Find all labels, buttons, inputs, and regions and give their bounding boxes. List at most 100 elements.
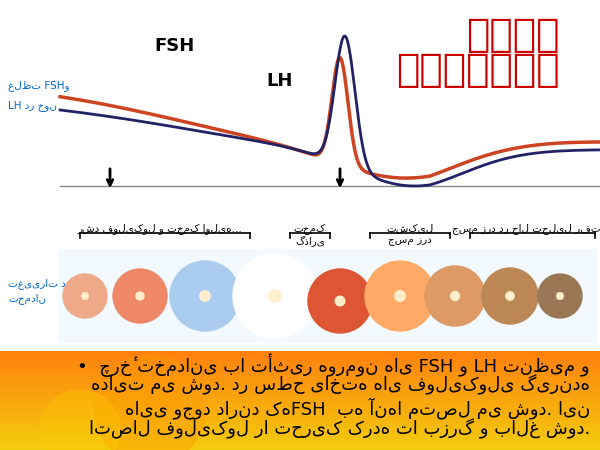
Text: FSH: FSH [155, 37, 195, 55]
Circle shape [239, 260, 311, 332]
Bar [0, 358, 600, 359]
Text: تخمدان: تخمدان [8, 293, 46, 304]
Bar [0, 426, 600, 427]
Bar [0, 437, 600, 438]
Bar [0, 395, 600, 396]
Text: تخمدانی: تخمدانی [397, 51, 560, 89]
Circle shape [323, 284, 357, 318]
Bar [0, 382, 600, 383]
Text: اتصال فولیکول را تحریک کرده تا بزرگ و بالغ شود.: اتصال فولیکول را تحریک کرده تا بزرگ و با… [89, 419, 590, 439]
Bar [0, 371, 600, 372]
Circle shape [432, 273, 478, 319]
Circle shape [538, 274, 582, 318]
Circle shape [113, 269, 167, 323]
Bar [0, 384, 600, 385]
Bar [0, 401, 600, 402]
Bar [0, 388, 600, 389]
Bar [0, 448, 600, 449]
Circle shape [395, 291, 405, 301]
Bar [0, 353, 600, 354]
Circle shape [425, 266, 485, 326]
Bar [0, 411, 600, 412]
Bar [0, 414, 600, 415]
Bar [0, 438, 600, 439]
Bar [0, 350, 600, 351]
Circle shape [182, 273, 228, 319]
Bar [0, 427, 600, 428]
Circle shape [200, 291, 210, 301]
Circle shape [176, 267, 234, 325]
Bar [0, 394, 600, 395]
Bar [0, 381, 600, 382]
Bar [0, 428, 600, 429]
Bar [0, 424, 600, 425]
Circle shape [233, 254, 317, 338]
Bar [0, 378, 600, 379]
Circle shape [439, 280, 471, 312]
Bar [0, 433, 600, 434]
Bar [0, 396, 600, 397]
Circle shape [251, 272, 299, 320]
Bar [0, 363, 600, 364]
Circle shape [257, 278, 293, 315]
Bar [0, 439, 600, 440]
Circle shape [495, 281, 525, 311]
Text: هدایت می شود. در سطح یاخته های فولیکولی گیرنده: هدایت می شود. در سطح یاخته های فولیکولی … [91, 375, 590, 396]
Circle shape [188, 279, 221, 313]
Bar [0, 402, 600, 403]
Bar [0, 403, 600, 404]
Circle shape [40, 390, 120, 450]
Circle shape [63, 274, 107, 318]
Bar [0, 431, 600, 432]
Text: غلظت FSHو: غلظت FSHو [8, 81, 70, 91]
Bar [0, 366, 600, 367]
Circle shape [73, 284, 97, 308]
Text: هایی وجود دارند کهFSH  به آنها متصل می شود. این: هایی وجود دارند کهFSH به آنها متصل می شو… [125, 397, 590, 419]
Bar [0, 380, 600, 381]
Bar [0, 406, 600, 407]
Bar [0, 387, 600, 388]
Circle shape [482, 268, 538, 324]
Bar [0, 393, 600, 394]
Bar [0, 373, 600, 374]
Bar [0, 397, 600, 398]
Circle shape [365, 261, 435, 331]
Bar [0, 440, 600, 441]
Bar [0, 377, 600, 378]
Circle shape [377, 273, 423, 319]
Circle shape [68, 279, 102, 313]
Bar [0, 408, 600, 409]
Bar [0, 360, 600, 361]
Bar [0, 405, 600, 406]
Bar [0, 412, 600, 413]
Text: تغییرات در: تغییرات در [8, 278, 71, 289]
Bar [0, 361, 600, 362]
Circle shape [371, 267, 429, 325]
Circle shape [488, 274, 532, 317]
Bar [0, 410, 600, 411]
Bar [0, 436, 600, 437]
Bar [0, 356, 600, 357]
Circle shape [119, 275, 161, 317]
Circle shape [316, 276, 365, 325]
Bar [0, 407, 600, 408]
Circle shape [245, 266, 305, 326]
Bar [0, 444, 600, 445]
Bar [0, 415, 600, 416]
Circle shape [170, 261, 240, 331]
Bar [0, 365, 600, 366]
Bar [0, 376, 600, 377]
Bar [0, 352, 600, 353]
Bar [0, 351, 600, 352]
Bar [0, 423, 600, 424]
Circle shape [82, 292, 88, 299]
Bar [0, 445, 600, 446]
Bar [0, 385, 600, 386]
Bar [0, 375, 600, 376]
Bar [0, 430, 600, 431]
Bar [0, 359, 600, 360]
Bar [0, 369, 600, 370]
Circle shape [335, 296, 345, 306]
Bar [0, 355, 600, 356]
Text: چرخٔ: چرخٔ [467, 16, 560, 54]
